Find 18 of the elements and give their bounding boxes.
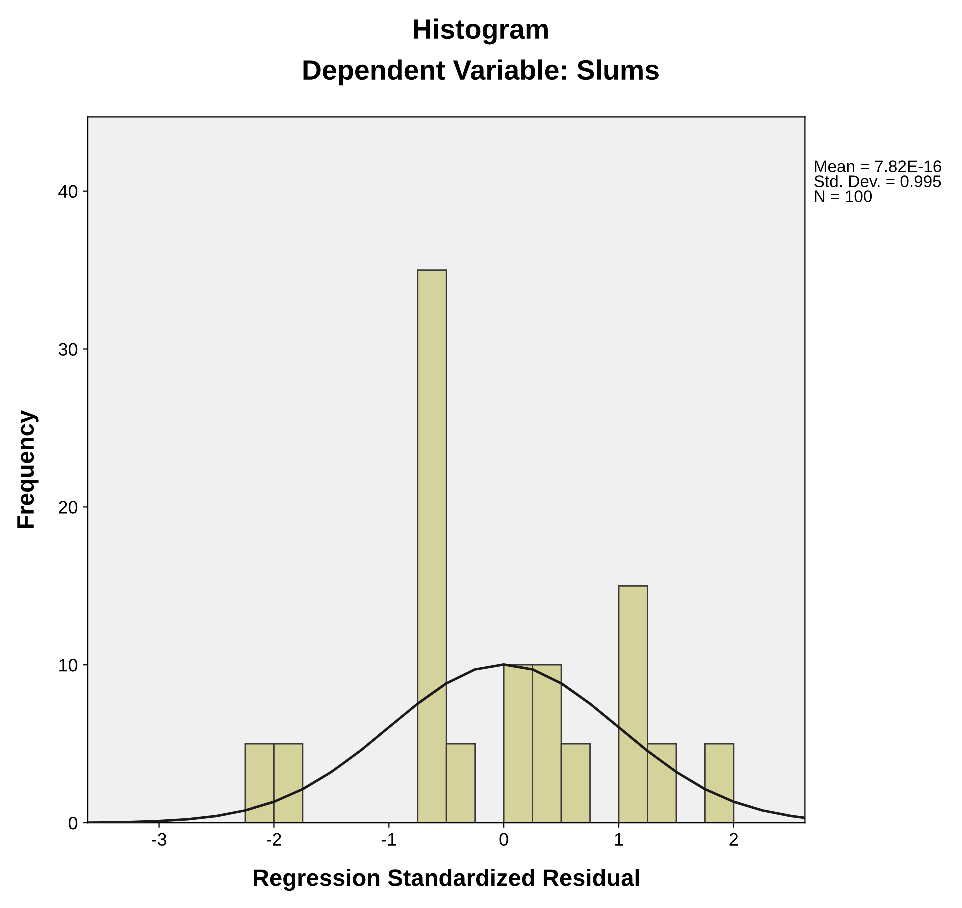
y-tick-label: 0 bbox=[68, 816, 78, 830]
y-tick-label: 40 bbox=[58, 185, 78, 198]
chart-title: Histogram bbox=[414, 18, 548, 45]
text: Mean = 7.82E-16 bbox=[815, 160, 942, 172]
x-tick-label: -2 bbox=[266, 833, 282, 846]
y-axis-title: Frequency bbox=[18, 410, 39, 528]
y-tick-label: 10 bbox=[60, 659, 78, 672]
x-axis-title: Regression Standardized Residual bbox=[254, 869, 640, 892]
x-tick-label: 1 bbox=[615, 833, 624, 846]
text: Std. Dev. = 0.995 bbox=[814, 175, 942, 188]
x-tick-label: -1 bbox=[382, 833, 396, 846]
x-tick-label: 2 bbox=[730, 833, 738, 846]
text: N = 100 bbox=[815, 190, 872, 202]
x-tick-label: 0 bbox=[500, 833, 508, 846]
y-tick-label: 30 bbox=[58, 343, 78, 356]
y-tick-label: 20 bbox=[59, 501, 78, 514]
x-tick-label: -3 bbox=[152, 833, 167, 846]
chart-subtitle: Dependent Variable: Slums bbox=[304, 60, 659, 86]
